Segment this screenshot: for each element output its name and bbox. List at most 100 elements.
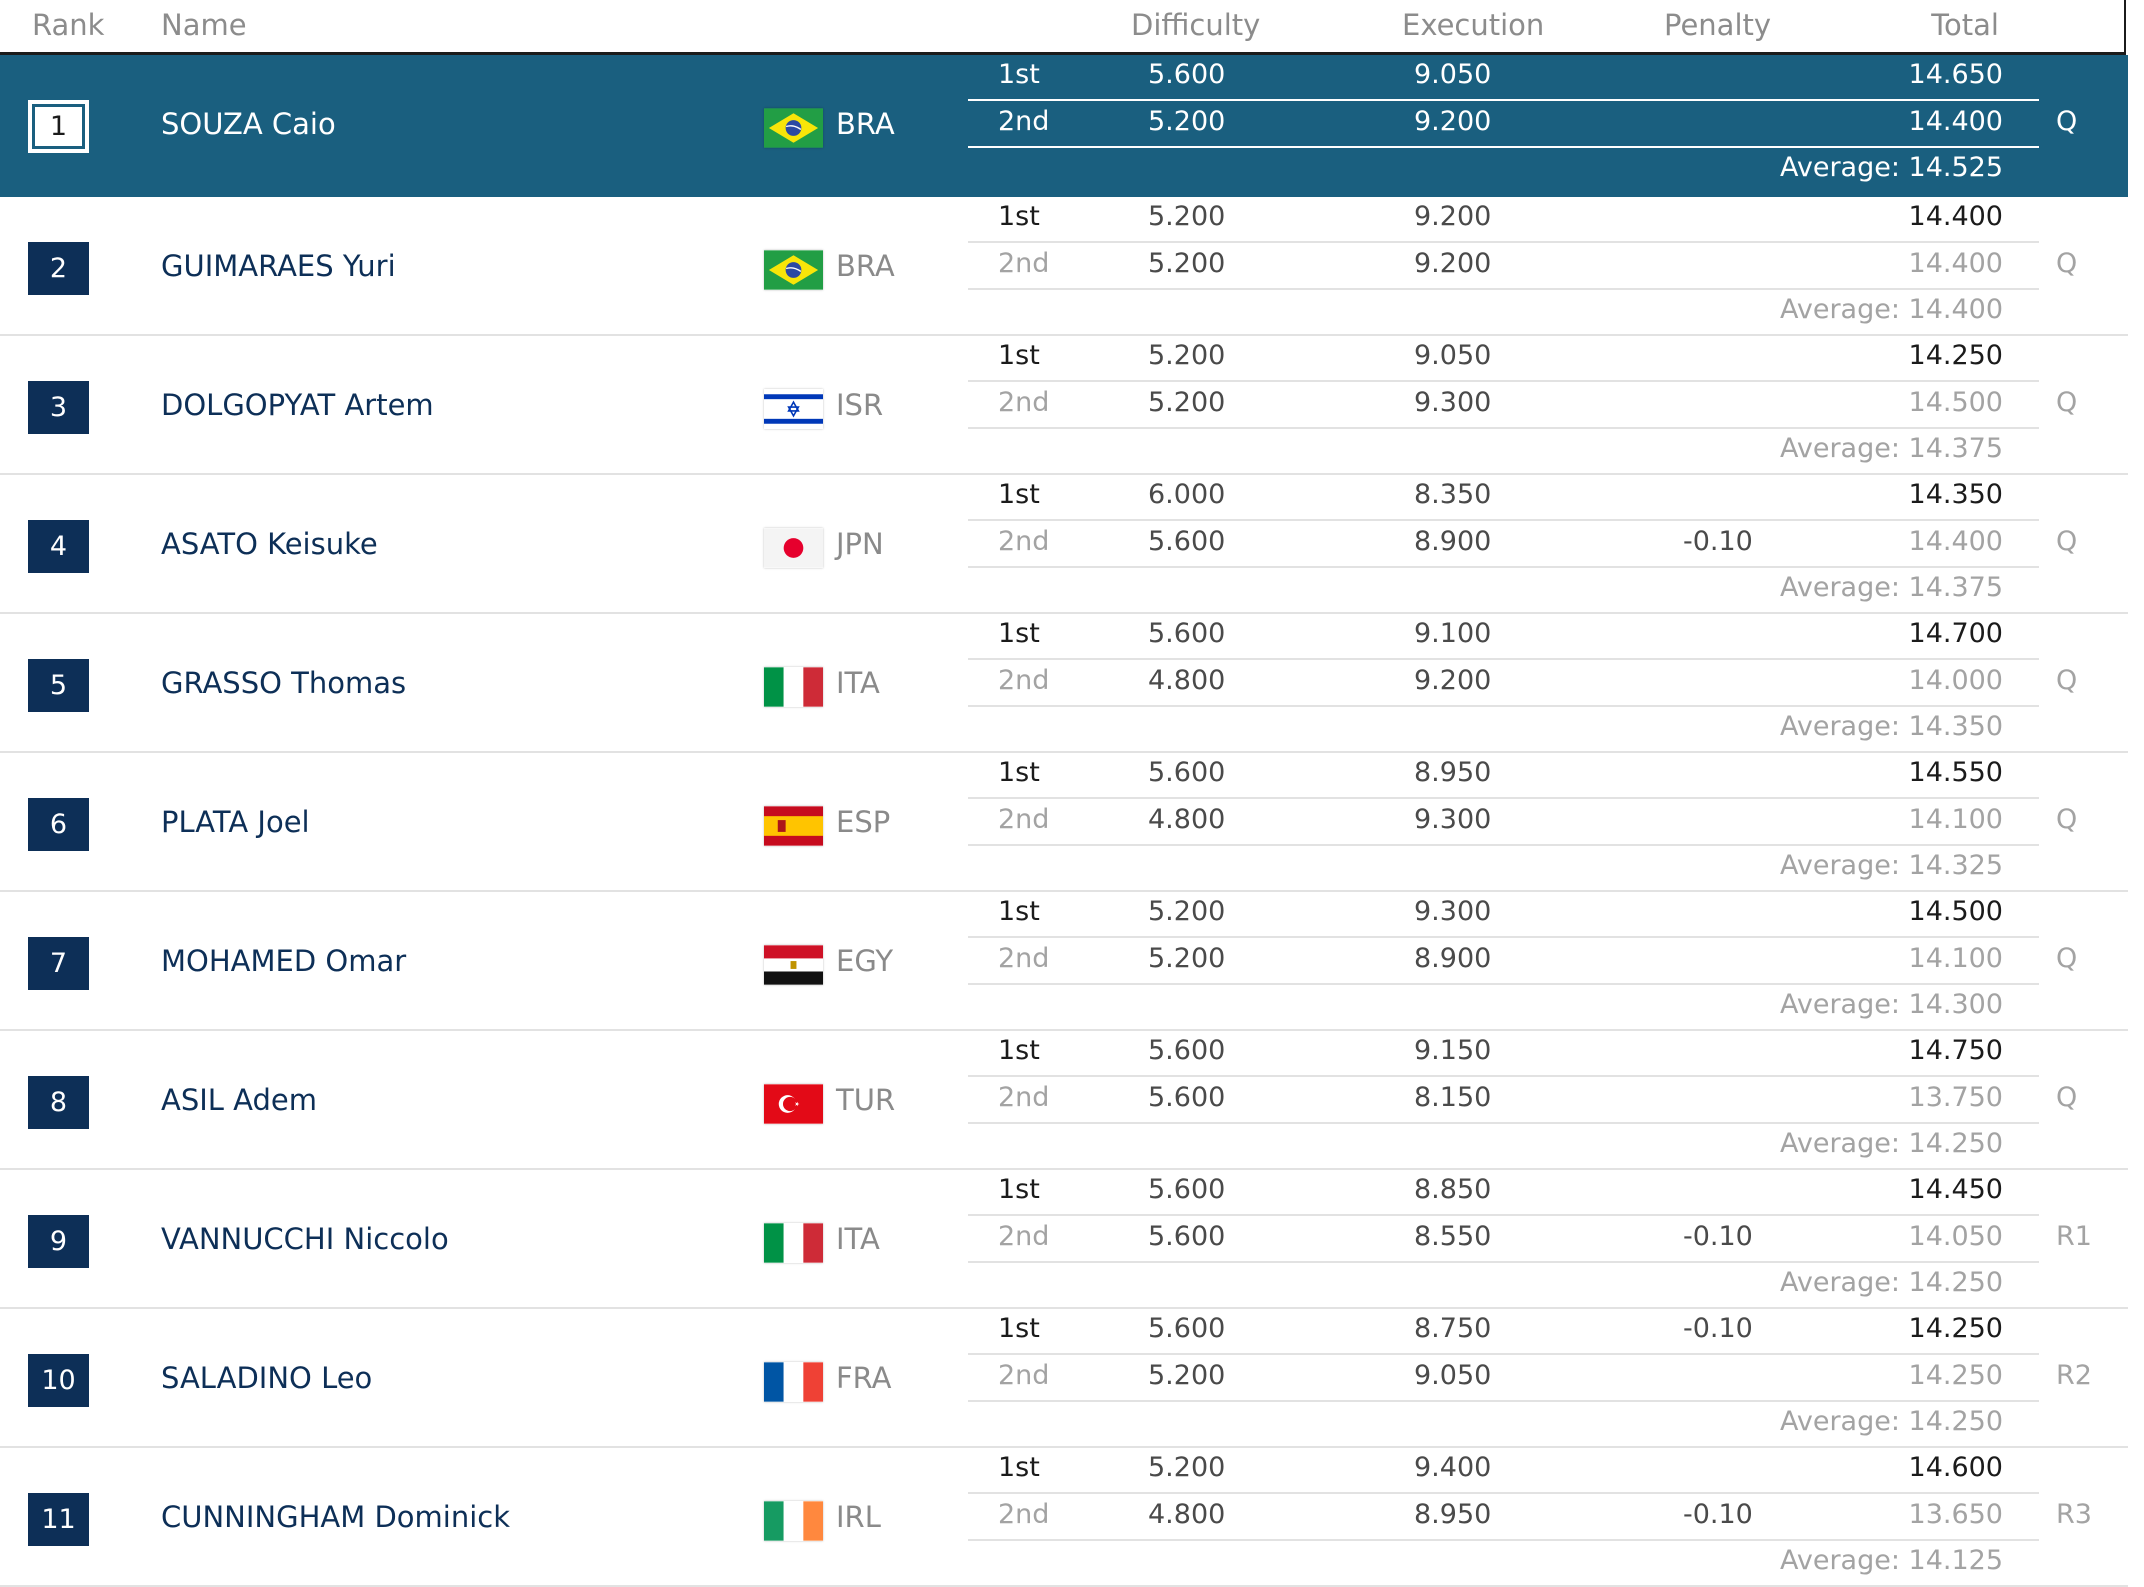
first-total: 14.600 bbox=[1908, 1452, 2003, 1483]
jump-label-first: 1st bbox=[998, 1452, 1040, 1483]
rank-badge: 10 bbox=[28, 1354, 89, 1407]
ireland-flag-icon bbox=[764, 1501, 823, 1541]
france-flag-icon bbox=[764, 1362, 823, 1402]
first-execution: 9.200 bbox=[1414, 201, 1492, 232]
jump-label-second: 2nd bbox=[998, 387, 1050, 418]
athlete-row[interactable]: 4 ASATO Keisuke JPN 1st 6.000 8.350 14.350 2nd 5… bbox=[0, 475, 2128, 614]
athlete-name[interactable]: ASATO Keisuke bbox=[161, 527, 378, 561]
first-execution: 9.050 bbox=[1414, 59, 1492, 90]
athlete-row[interactable]: 9 VANNUCCHI Niccolo ITA 1st 5.600 8.850 14.450… bbox=[0, 1170, 2128, 1309]
athlete-name[interactable]: GUIMARAES Yuri bbox=[161, 249, 396, 283]
athlete-name[interactable]: GRASSO Thomas bbox=[161, 666, 407, 700]
first-execution: 9.050 bbox=[1414, 340, 1492, 371]
average-score: Average: 14.250 bbox=[1779, 1128, 2003, 1159]
second-execution: 9.300 bbox=[1414, 804, 1492, 835]
second-execution: 8.950 bbox=[1414, 1499, 1492, 1530]
country-code: IRL bbox=[836, 1500, 881, 1534]
country-code: EGY bbox=[836, 944, 894, 978]
divider bbox=[968, 1492, 2039, 1494]
athlete-name[interactable]: MOHAMED Omar bbox=[161, 944, 407, 978]
athlete-name[interactable]: SOUZA Caio bbox=[161, 107, 336, 141]
first-difficulty: 5.600 bbox=[1148, 757, 1226, 788]
qualification-status: Q bbox=[2056, 248, 2078, 279]
second-difficulty: 5.200 bbox=[1148, 248, 1226, 279]
italy-flag-icon bbox=[764, 1223, 823, 1263]
column-header-penalty[interactable]: Penalty bbox=[1664, 8, 1772, 42]
second-execution: 8.550 bbox=[1414, 1221, 1492, 1252]
athlete-name[interactable]: ASIL Adem bbox=[161, 1083, 318, 1117]
first-execution: 8.350 bbox=[1414, 479, 1492, 510]
jump-label-first: 1st bbox=[998, 757, 1040, 788]
first-total: 14.450 bbox=[1908, 1174, 2003, 1205]
country-code: BRA bbox=[836, 107, 895, 141]
second-execution: 9.200 bbox=[1414, 248, 1492, 279]
qualification-status: Q bbox=[2056, 526, 2078, 557]
athlete-row[interactable]: 10 SALADINO Leo FRA 1st 5.600 8.750 -0.10 14.25… bbox=[0, 1309, 2128, 1448]
second-difficulty: 5.200 bbox=[1148, 1360, 1226, 1391]
average-score: Average: 14.375 bbox=[1779, 433, 2003, 464]
jump-label-first: 1st bbox=[998, 896, 1040, 927]
athlete-row[interactable]: 1 SOUZA Caio BRA 1st 5.600 9.050 14.650 2nd 5.20… bbox=[0, 55, 2128, 197]
athlete-name[interactable]: SALADINO Leo bbox=[161, 1361, 373, 1395]
second-difficulty: 4.800 bbox=[1148, 804, 1226, 835]
second-total: 14.400 bbox=[1908, 526, 2003, 557]
spain-flag-icon bbox=[764, 806, 823, 846]
turkey-flag-icon bbox=[764, 1084, 823, 1124]
athlete-row[interactable]: 7 MOHAMED Omar EGY 1st 5.200 9.300 14.500 2nd 5.… bbox=[0, 892, 2128, 1031]
average-score: Average: 14.350 bbox=[1779, 711, 2003, 742]
athlete-name[interactable]: PLATA Joel bbox=[161, 805, 310, 839]
athlete-row[interactable]: 6 PLATA Joel ESP 1st 5.600 8.950 14.550 2nd 4.80… bbox=[0, 753, 2128, 892]
athlete-name[interactable]: VANNUCCHI Niccolo bbox=[161, 1222, 449, 1256]
country-code: ESP bbox=[836, 805, 891, 839]
athlete-row[interactable]: 5 GRASSO Thomas ITA 1st 5.600 9.100 14.700 2nd 4… bbox=[0, 614, 2128, 753]
column-header-difficulty[interactable]: Difficulty bbox=[1131, 8, 1261, 42]
second-total: 14.100 bbox=[1908, 943, 2003, 974]
second-difficulty: 5.200 bbox=[1148, 106, 1226, 137]
israel-flag-icon bbox=[764, 389, 823, 429]
athlete-row[interactable]: 3 DOLGOPYAT Artem ISR 1st 5.200 9.050 14.250 2n… bbox=[0, 336, 2128, 475]
jump-label-first: 1st bbox=[998, 340, 1040, 371]
first-total: 14.750 bbox=[1908, 1035, 2003, 1066]
athlete-row[interactable]: 11 CUNNINGHAM Dominick IRL 1st 5.200 9.400 14.… bbox=[0, 1448, 2128, 1587]
second-execution: 9.200 bbox=[1414, 106, 1492, 137]
qualification-status: Q bbox=[2056, 1082, 2078, 1113]
rank-badge: 7 bbox=[28, 937, 89, 990]
first-difficulty: 5.600 bbox=[1148, 1313, 1226, 1344]
first-difficulty: 5.600 bbox=[1148, 618, 1226, 649]
second-penalty: -0.10 bbox=[1683, 1499, 1753, 1530]
divider bbox=[968, 1400, 2039, 1402]
jump-label-second: 2nd bbox=[998, 665, 1050, 696]
country-code: BRA bbox=[836, 249, 895, 283]
average-score: Average: 14.375 bbox=[1779, 572, 2003, 603]
jump-label-second: 2nd bbox=[998, 1082, 1050, 1113]
athlete-row[interactable]: 8 ASIL Adem TUR 1st 5.600 9.150 14.750 2nd 5.600… bbox=[0, 1031, 2128, 1170]
second-difficulty: 5.200 bbox=[1148, 387, 1226, 418]
rank-badge: 4 bbox=[28, 520, 89, 573]
divider bbox=[968, 705, 2039, 707]
second-execution: 9.300 bbox=[1414, 387, 1492, 418]
average-score: Average: 14.400 bbox=[1779, 294, 2003, 325]
jump-label-second: 2nd bbox=[998, 526, 1050, 557]
second-total: 13.750 bbox=[1908, 1082, 2003, 1113]
second-penalty: -0.10 bbox=[1683, 526, 1753, 557]
jump-label-first: 1st bbox=[998, 1313, 1040, 1344]
column-header-total[interactable]: Total bbox=[1931, 8, 1999, 42]
jump-label-first: 1st bbox=[998, 618, 1040, 649]
first-execution: 9.100 bbox=[1414, 618, 1492, 649]
first-penalty: -0.10 bbox=[1683, 1313, 1753, 1344]
column-header-name[interactable]: Name bbox=[161, 8, 247, 42]
table-header: Rank Name Difficulty Execution Penalty T… bbox=[0, 0, 2126, 55]
athlete-name[interactable]: CUNNINGHAM Dominick bbox=[161, 1500, 511, 1534]
jump-label-second: 2nd bbox=[998, 248, 1050, 279]
divider bbox=[968, 99, 2039, 101]
first-difficulty: 5.200 bbox=[1148, 340, 1226, 371]
qualification-status: Q bbox=[2056, 106, 2078, 137]
column-header-rank[interactable]: Rank bbox=[32, 8, 105, 42]
second-difficulty: 5.600 bbox=[1148, 1082, 1226, 1113]
rank-badge: 9 bbox=[28, 1215, 89, 1268]
first-total: 14.350 bbox=[1908, 479, 2003, 510]
athlete-name[interactable]: DOLGOPYAT Artem bbox=[161, 388, 434, 422]
jump-label-second: 2nd bbox=[998, 943, 1050, 974]
athlete-row[interactable]: 2 GUIMARAES Yuri BRA 1st 5.200 9.200 14.400 2nd… bbox=[0, 197, 2128, 336]
column-header-execution[interactable]: Execution bbox=[1402, 8, 1545, 42]
